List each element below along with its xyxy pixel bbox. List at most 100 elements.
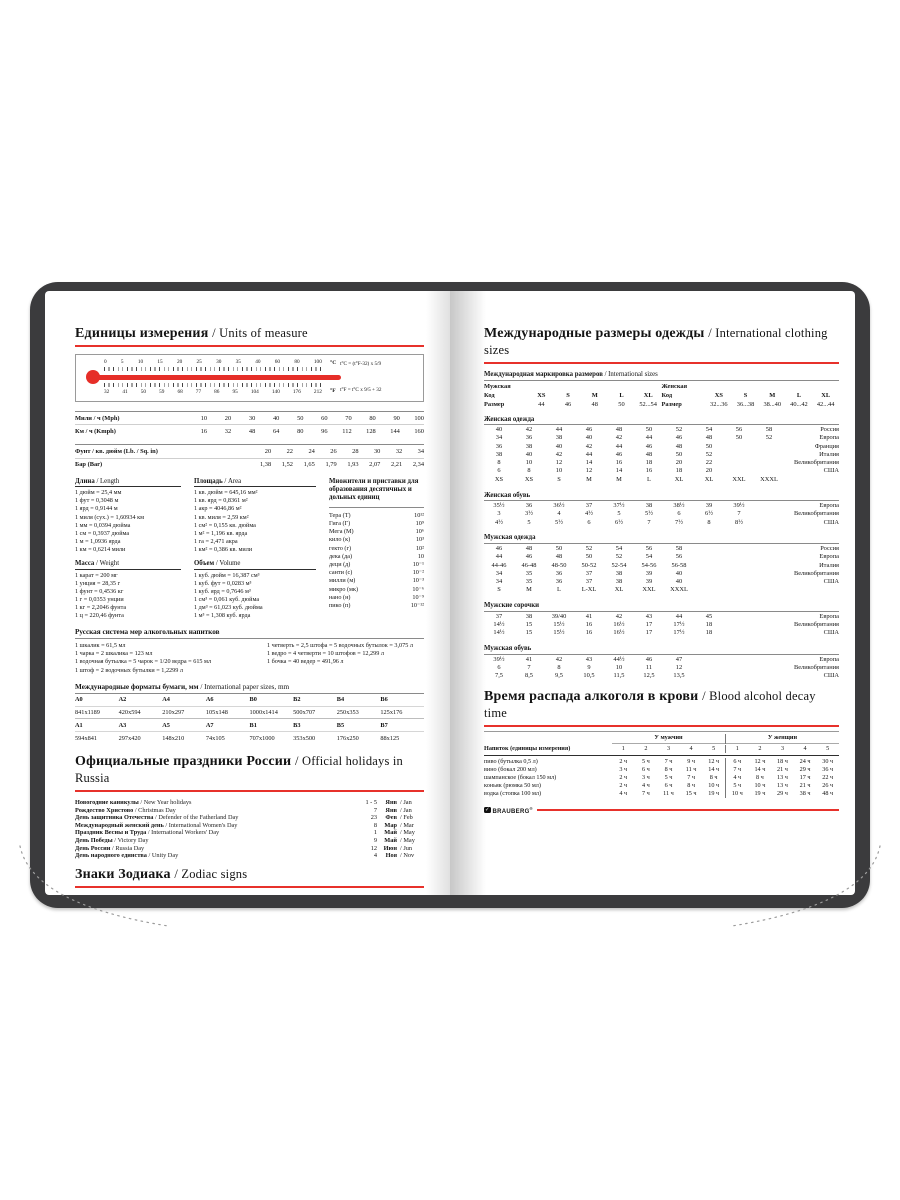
- hours-cell: 17 ч: [799, 773, 811, 781]
- measure-line: 1 чарка = 2 шкалика = 123 мл: [75, 650, 153, 658]
- women-group: У женщин: [725, 733, 839, 744]
- women-values: 7 ч 14 ч 21 ч 29 ч 36 ч: [725, 765, 839, 774]
- size-cell: 14: [585, 459, 593, 467]
- size-row: 44-46 46-48 48-50 50-52 52-54 54-56 56-58 Итал…: [484, 562, 839, 570]
- region-label: США: [823, 467, 839, 475]
- fahrenheit-ruler: [104, 383, 322, 387]
- holiday-month-ru: Май: [384, 829, 397, 837]
- paper-code: A1: [75, 721, 83, 729]
- prefix-name: Гига (Г): [329, 519, 351, 527]
- prefix-row: микро (мк) 10⁻⁶: [329, 586, 424, 594]
- size-cell: 5½: [645, 510, 653, 518]
- conversion-line: 1 кв. дюйм = 645,16 мм²: [194, 489, 258, 497]
- size-cell: 42: [615, 612, 623, 620]
- conversion-line: 1 га = 2,471 акра: [194, 537, 238, 545]
- holiday-date: 23 Фев / Feb: [355, 814, 424, 822]
- measure-line: 1 штоф = 2 водочных бутылки = 1,2299 л: [75, 666, 183, 674]
- table-cell: 70: [345, 414, 352, 422]
- conversion-line: 1 м³ = 1,308 куб. ярда: [194, 611, 251, 619]
- size-cell: 42: [555, 450, 563, 458]
- size-rows: 39½ 41 42 43 44½ 46 47 Европа 6 7 8 9 10 11 12 Велик…: [484, 656, 839, 681]
- alcohol-title: Время распада алкоголя в крови / Blood a…: [484, 689, 816, 721]
- measure-line: 1 четверть = 2,5 штофа = 5 водочных буты…: [266, 642, 413, 650]
- paper-size: 105x148: [205, 709, 228, 717]
- table-cell: 10: [200, 414, 208, 422]
- paper-size: 250x353: [336, 709, 359, 717]
- holiday-date: 4 Ноя / Nov: [355, 852, 424, 860]
- holiday-month-en: / May: [400, 836, 415, 844]
- size-cell: 15: [525, 629, 533, 637]
- conversion-line: 1 км = 0,6214 мили: [75, 545, 126, 553]
- size-cell: 8½: [735, 518, 743, 526]
- size-rows: 37 38 39/40 41 42 43 44 45 Европа 14½ 15 15½ 16 16½…: [484, 613, 839, 638]
- size-row: 37 38 39/40 41 42 43 44 45 Европа: [484, 613, 839, 621]
- size-cell: 38: [645, 502, 653, 510]
- size-cell: 48: [705, 434, 713, 442]
- size-cells: 6 8 10 12 14 16 18 20: [484, 467, 724, 475]
- paper-code: A7: [205, 721, 214, 729]
- paper-code: B6: [380, 696, 388, 704]
- size-cell: 38: [615, 569, 623, 577]
- section-title: Множители и приставки для образования де…: [329, 477, 419, 501]
- title-underline: [484, 362, 839, 364]
- size-cell: 7,5: [495, 672, 503, 680]
- size-cell: 15½: [553, 621, 565, 629]
- size-cell: 5: [527, 518, 531, 526]
- paper-code: B5: [336, 721, 345, 729]
- count-cell: 4: [689, 745, 693, 753]
- count-cell: 3: [780, 745, 785, 753]
- celsius-tick: 0: [104, 359, 107, 365]
- size-cell: 54-56: [641, 561, 657, 569]
- section-title: Мужская одежда: [484, 534, 536, 542]
- size-marking-group: Мужская Код XS S M L XL Размер 44 46 48 50 52...…: [484, 383, 662, 408]
- code-cell: XL: [821, 391, 831, 399]
- size-rows: 46 48 50 52 54 56 58 Россия 44 46 48 50 52 54 56 Евр…: [484, 545, 839, 595]
- prefix-name: милли (м): [329, 577, 356, 585]
- size-cell: 44: [555, 426, 563, 433]
- prefix-name: Тера (Т): [329, 511, 351, 519]
- hours-cell: 8 ч: [756, 773, 764, 781]
- holiday-row: Международный женский день / Internation…: [75, 822, 424, 830]
- russian-measures-section: Русская система мер алкогольных напитков…: [75, 628, 424, 675]
- size-cell: 40: [585, 434, 593, 442]
- celsius-scale: 0 5 10 15 20 25 30 35 40 60 80 100: [104, 359, 322, 365]
- drink-name: коньяк (рюмка 50 мл): [484, 781, 541, 789]
- prefix-value: 10⁹: [415, 519, 424, 527]
- code-cell: XS: [714, 391, 723, 399]
- size-cell: 16: [585, 621, 593, 629]
- men-counts: 1 2 3 4 5: [612, 745, 725, 753]
- mass-section: Масса / Weight 1 карат = 200 мг 1 унция =…: [75, 560, 181, 620]
- conversion-line: 1 км² = 0,386 кв. мили: [194, 545, 253, 553]
- table-cell: 1,38: [259, 461, 272, 469]
- size-cells: 34 35 36 37 38 39 40: [484, 570, 694, 578]
- right-page-title: Международные размеры одежды / Internati…: [484, 326, 828, 357]
- alcohol-decay-section: Время распада алкоголя в крови / Blood a…: [484, 688, 839, 798]
- holiday-day: 8: [373, 821, 377, 829]
- size-cell: 46-48: [521, 561, 537, 569]
- area-lines: 1 кв. дюйм = 645,16 мм² 1 кв. ярд = 0,836…: [194, 489, 316, 554]
- size-cell: 14½: [493, 621, 505, 629]
- women-values: 6 ч 12 ч 18 ч 24 ч 30 ч: [725, 757, 839, 766]
- prefix-name: дека (да): [329, 552, 353, 560]
- section-title: Объем / Volume: [194, 560, 241, 567]
- drink-name: шампанское (бокал 150 мл): [484, 773, 557, 781]
- code-cell: M: [591, 391, 598, 399]
- holiday-row: Праздник Весны и Труда / International W…: [75, 829, 424, 837]
- size-cell: 37: [585, 569, 593, 577]
- table-cell: 144: [390, 427, 400, 435]
- size-cell: 35: [525, 569, 533, 577]
- fahrenheit-formula: t°F = t°C x 9/5 + 32: [340, 387, 382, 393]
- region-label: Европа: [819, 434, 839, 442]
- corner-perforation-left: [19, 845, 169, 927]
- hours-cell: 4 ч: [733, 773, 742, 781]
- paper-size: 125x176: [380, 709, 403, 717]
- paper-size: 297x420: [118, 734, 141, 742]
- section-title: Площадь / Area: [194, 477, 242, 485]
- size-cell: 8: [497, 459, 501, 467]
- size-cell: 22: [705, 459, 713, 467]
- table-cell: 1,93: [347, 461, 359, 469]
- region-label: Европа: [819, 502, 839, 510]
- prefix-row: милли (м) 10⁻³: [329, 577, 424, 585]
- measure-line: 1 водочная бутылка = 5 чарок = 1/20 ведр…: [75, 658, 212, 666]
- prefix-value: 10³: [415, 536, 424, 544]
